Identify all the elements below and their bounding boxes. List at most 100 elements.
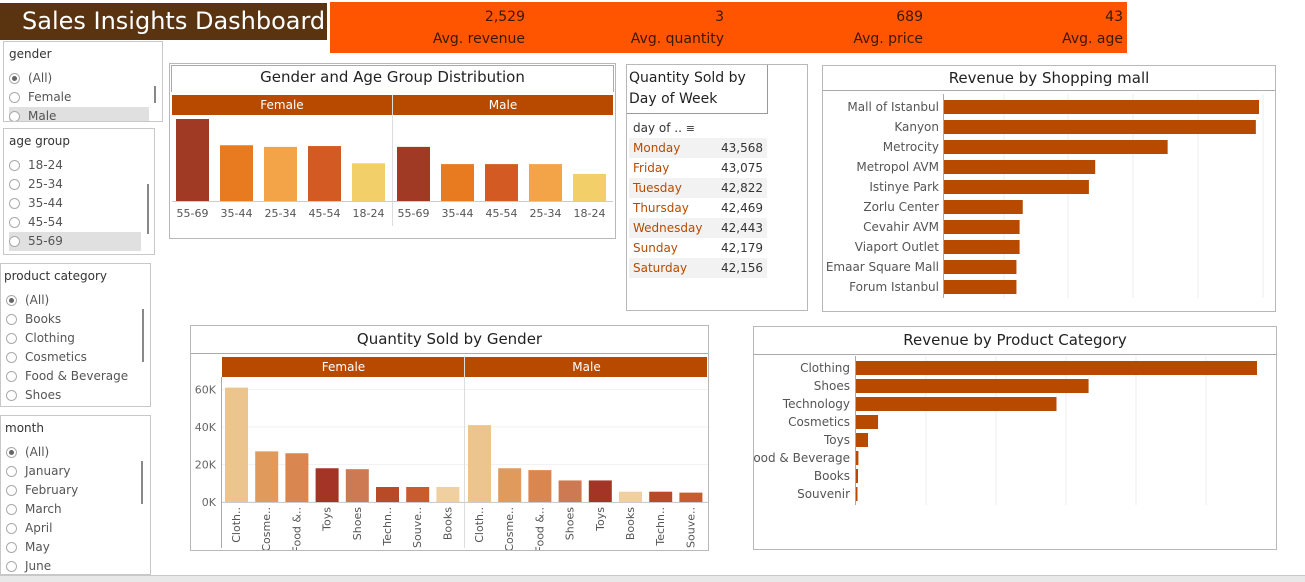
facet-header <box>465 357 707 377</box>
month-option-all[interactable]: (All) <box>6 443 49 462</box>
facet-header-label: Female <box>260 98 303 112</box>
day-cell: Saturday <box>633 261 688 275</box>
age-option-35-44[interactable]: 35-44 <box>9 194 141 213</box>
bar-male-souve <box>679 492 703 502</box>
x-tick-label: Cloth.. <box>230 507 243 543</box>
bar-technology <box>856 397 1057 411</box>
category-label-shoes: Shoes <box>814 379 850 393</box>
month-option-june[interactable]: June <box>6 557 51 574</box>
radio-icon <box>6 314 17 325</box>
age-group-filter-scrollbar[interactable] <box>147 184 149 234</box>
category-option-food-beverage[interactable]: Food & Beverage <box>6 367 128 386</box>
bar-female-25-34 <box>264 146 297 201</box>
month-option-april[interactable]: April <box>6 519 52 538</box>
bar-female-cloth <box>225 387 248 502</box>
month-option-may[interactable]: May <box>6 538 50 557</box>
bar-male-books <box>619 491 642 502</box>
radio-icon <box>9 160 20 171</box>
radio-selected-icon <box>9 73 20 84</box>
month-option-march[interactable]: March <box>6 500 62 519</box>
quantity-gender-svg: 60K 40K 20K 0K Female Cloth.. Cosme.. Food &.. T… <box>195 357 708 550</box>
x-tick-label: 55-69 <box>398 207 430 220</box>
category-label-metropol-avm: Metropol AVM <box>856 160 939 174</box>
bar-male-18-24 <box>573 173 606 201</box>
day-cell: Tuesday <box>633 181 682 195</box>
day-cell: Wednesday <box>633 221 703 235</box>
table-row[interactable]: Tuesday 42,822 <box>629 178 767 198</box>
table-row[interactable]: Sunday 42,179 <box>629 238 767 258</box>
radio-icon <box>6 504 17 515</box>
bar-male-toys <box>588 480 612 502</box>
month-option-january[interactable]: January <box>6 462 71 481</box>
bar-kanyon <box>944 120 1256 134</box>
x-tick-label: Shoes <box>351 507 364 540</box>
age-option-18-24[interactable]: 18-24 <box>9 156 141 175</box>
radio-icon <box>9 92 20 103</box>
category-revenue-chart: Revenue by Product Category Clothing Shoe… <box>753 326 1277 550</box>
bar-cevahir-avm <box>944 220 1020 234</box>
x-tick-label: 45-54 <box>486 207 518 220</box>
category-label-clothing: Clothing <box>800 361 850 375</box>
bar-metropol-avm <box>944 160 1096 174</box>
day-cell: Monday <box>633 141 681 155</box>
category-option-clothing[interactable]: Clothing <box>6 329 75 348</box>
day-of-week-table-title: Quantity Sold by Day of Week <box>629 70 746 107</box>
y-tick-label: 20K <box>195 459 217 472</box>
bar-male-25-34 <box>529 164 562 201</box>
dashboard-title: Sales Insights Dashboard <box>0 3 327 40</box>
radio-icon <box>6 523 17 534</box>
quantity-cell: 42,469 <box>721 201 763 215</box>
facet-header-label: Male <box>489 98 517 112</box>
gender-filter-title: gender <box>9 47 52 61</box>
product-category-filter-title: product category <box>4 269 108 283</box>
table-row[interactable]: Friday 43,075 <box>629 158 767 178</box>
mall-revenue-chart: Revenue by Shopping mall Mall of Istanbu… <box>822 65 1276 312</box>
category-label-cevahir-avm: Cevahir AVM <box>863 220 939 234</box>
table-row[interactable]: Wednesday 42,443 <box>629 218 767 238</box>
quantity-cell: 42,179 <box>721 241 763 255</box>
y-tick-label: 60K <box>195 384 217 397</box>
category-option-books[interactable]: Books <box>6 310 61 329</box>
table-row[interactable]: Monday 43,568 <box>629 138 767 158</box>
category-option-cosmetics[interactable]: Cosmetics <box>6 348 87 367</box>
gender-option-female[interactable]: Female <box>9 88 149 107</box>
month-option-february[interactable]: February <box>6 481 78 500</box>
product-category-filter: product category (All) Books Clothing Co… <box>0 263 151 407</box>
age-option-45-54[interactable]: 45-54 <box>9 213 141 232</box>
x-tick-label: 18-24 <box>353 207 385 220</box>
bar-female-techn <box>376 487 399 502</box>
age-option-55-69[interactable]: 55-69 <box>9 232 141 251</box>
day-of-week-table: Quantity Sold by Day of Week day of .. ≡… <box>626 64 808 311</box>
bar-female-18-24 <box>352 163 385 201</box>
bar-female-souve <box>406 487 430 502</box>
x-tick-label: Cosme.. <box>503 507 516 550</box>
gender-option-male[interactable]: Male <box>9 107 149 121</box>
table-row[interactable]: Saturday 42,156 <box>629 258 767 278</box>
sheet-tabs-bar[interactable] <box>0 575 1305 582</box>
gender-filter-scrollbar[interactable] <box>154 86 156 103</box>
category-option-all[interactable]: (All) <box>6 291 49 310</box>
month-filter-scrollbar[interactable] <box>141 461 143 504</box>
bar-male-45-54 <box>485 164 518 201</box>
mall-revenue-svg: Mall of Istanbul Kanyon Metrocity Metropol … <box>826 94 1264 298</box>
radio-icon <box>6 561 17 572</box>
radio-icon <box>9 179 20 190</box>
category-option-shoes[interactable]: Shoes <box>6 386 61 405</box>
day-of-week-column-header[interactable]: day of .. ≡ <box>633 121 695 135</box>
x-tick-label: 25-34 <box>265 207 297 220</box>
bar-male-cosme <box>498 468 522 502</box>
facet-header-label: Male <box>572 360 600 374</box>
category-label-viaport-outlet: Viaport Outlet <box>855 240 940 254</box>
gender-option-all[interactable]: (All) <box>9 69 149 88</box>
age-option-25-34[interactable]: 25-34 <box>9 175 141 194</box>
bar-mall-of-istanbul <box>944 100 1259 114</box>
bar-viaport-outlet <box>944 240 1020 254</box>
bar-clothing <box>856 361 1257 375</box>
product-category-filter-scrollbar[interactable] <box>142 309 144 362</box>
x-tick-label: Food &.. <box>290 507 303 550</box>
sort-icon[interactable]: ≡ <box>685 122 695 135</box>
bar-female-food <box>285 453 309 502</box>
category-label-mall-of-istanbul: Mall of Istanbul <box>847 100 939 114</box>
table-row[interactable]: Thursday 42,469 <box>629 198 767 218</box>
category-label-toys: Toys <box>823 433 850 447</box>
